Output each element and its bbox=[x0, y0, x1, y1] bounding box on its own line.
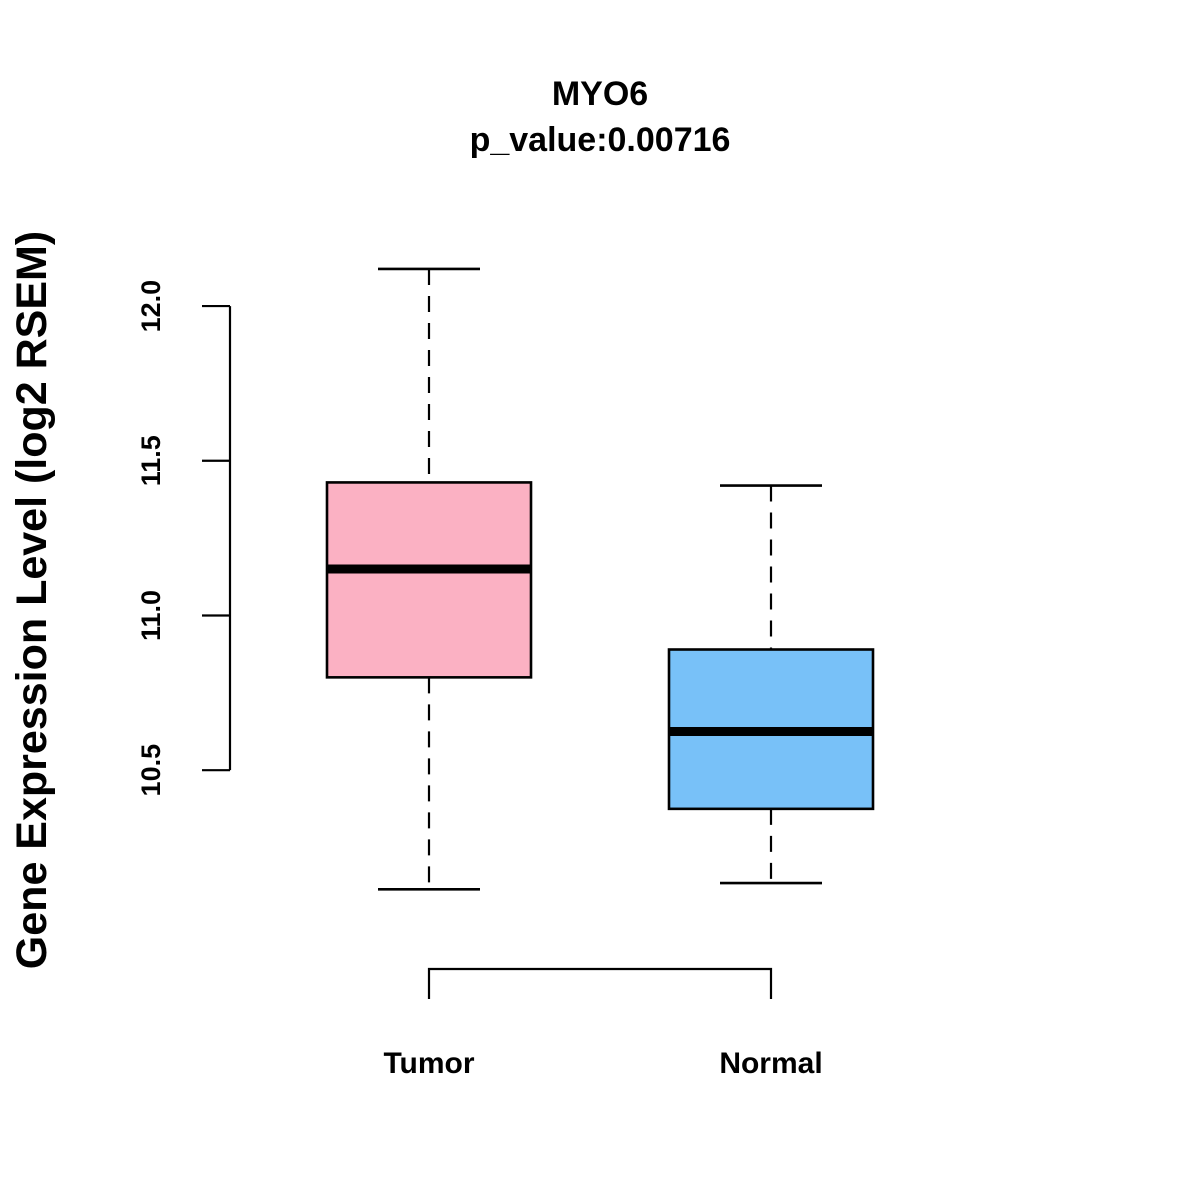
box-normal bbox=[667, 484, 875, 885]
box-tumor bbox=[325, 267, 533, 891]
y-tick-label: 11.0 bbox=[136, 590, 166, 641]
x-category-label: Normal bbox=[719, 1047, 822, 1080]
y-tick-label: 11.5 bbox=[136, 435, 166, 486]
boxes-group bbox=[325, 267, 875, 891]
comparison-bracket-group bbox=[427, 967, 773, 999]
chart-title: MYO6 bbox=[552, 75, 648, 113]
comparison-bracket bbox=[427, 967, 773, 999]
y-tick-label: 10.5 bbox=[136, 744, 166, 797]
x-axis-labels: Tumor Normal bbox=[383, 1047, 822, 1080]
chart-subtitle: p_value:0.00716 bbox=[470, 121, 731, 159]
x-category-label: Tumor bbox=[383, 1047, 474, 1080]
y-axis-label: Gene Expression Level (log2 RSEM) bbox=[8, 231, 56, 969]
y-tick-label: 12.0 bbox=[136, 280, 166, 333]
iqr-box bbox=[325, 481, 533, 679]
y-axis: 10.5 11.0 11.5 12.0 bbox=[136, 280, 232, 797]
